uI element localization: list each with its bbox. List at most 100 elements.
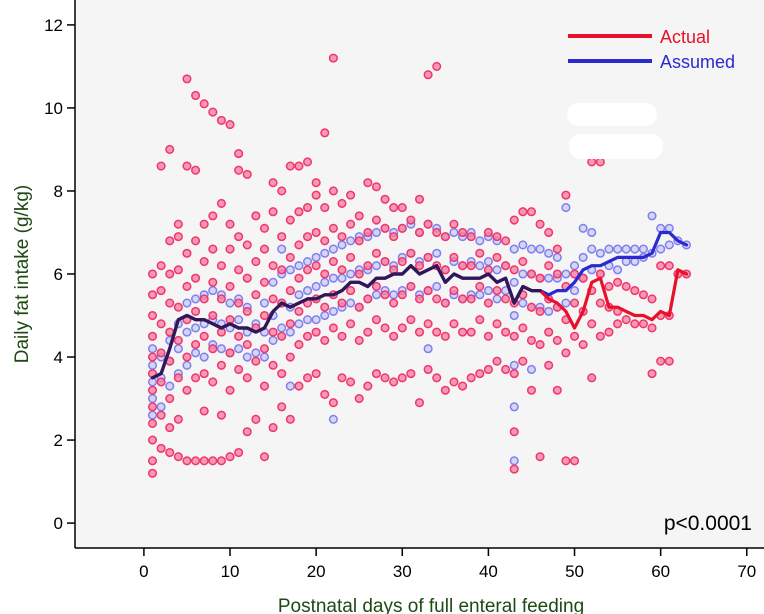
actual-point [311, 327, 321, 337]
actual-point [638, 290, 648, 300]
actual-point [156, 410, 166, 420]
x-tick-label: 60 [651, 562, 670, 581]
actual-point [302, 232, 313, 242]
assumed-point [234, 344, 244, 354]
y-ticks: 0 2 4 6 8 10 12 [44, 16, 75, 533]
actual-point [156, 443, 166, 453]
actual-point [328, 398, 338, 408]
actual-point [182, 74, 192, 84]
actual-point [277, 186, 287, 196]
actual-point [302, 157, 313, 167]
assumed-point [320, 277, 330, 287]
x-axis-title: Postnatal days of full enteral feeding [278, 596, 584, 614]
actual-point [216, 115, 226, 125]
assumed-point [191, 348, 201, 358]
assumed-point [147, 360, 158, 370]
actual-point [147, 468, 158, 478]
mean-lines-layer [150, 230, 689, 380]
assumed-point [423, 344, 433, 354]
actual-point [492, 356, 502, 366]
x-tick-label: 30 [393, 562, 412, 581]
actual-point [216, 294, 226, 304]
actual-point [561, 348, 571, 358]
actual-point [380, 256, 390, 267]
actual-point [354, 393, 364, 404]
actual-point [234, 265, 244, 275]
actual-point [234, 149, 244, 159]
actual-point [552, 335, 562, 345]
y-axis-title: Daily fat intake (g/kg) [12, 185, 33, 363]
actual-point [414, 227, 425, 238]
actual-point [268, 178, 278, 188]
actual-point [242, 240, 252, 250]
actual-point [440, 232, 450, 242]
actual-point [604, 327, 614, 337]
assumed-point [475, 261, 485, 271]
actual-point [363, 294, 373, 304]
assumed-point [346, 236, 356, 246]
assumed-point [268, 277, 278, 287]
actual-point [173, 302, 183, 312]
assumed-point [569, 261, 580, 271]
actual-point [397, 323, 407, 333]
assumed-point [656, 244, 666, 254]
actual-point [440, 298, 450, 308]
actual-point [259, 310, 270, 321]
actual-point [182, 281, 192, 292]
actual-point [492, 286, 502, 296]
y-tick-label: 8 [54, 182, 63, 201]
actual-point [587, 157, 597, 167]
assumed-point [285, 381, 295, 391]
assumed-point [311, 281, 321, 292]
actual-point [647, 323, 657, 333]
actual-point [647, 369, 657, 379]
actual-point [208, 244, 218, 254]
assumed-point [509, 277, 519, 287]
actual-point [234, 331, 244, 341]
actual-point [216, 410, 226, 420]
actual-point [466, 261, 476, 271]
actual-point [173, 219, 183, 229]
actual-point [449, 286, 459, 296]
actual-point [147, 402, 158, 412]
actual-point [182, 161, 192, 171]
actual-point [501, 327, 511, 337]
actual-point [294, 306, 304, 316]
assumed-point [302, 315, 313, 325]
actual-point [458, 327, 468, 337]
actual-point [423, 70, 433, 80]
actual-point [389, 298, 399, 308]
actual-point [664, 261, 674, 271]
assumed-point [389, 290, 399, 300]
actual-point [225, 281, 235, 292]
actual-point [509, 331, 519, 341]
assumed-point [294, 319, 304, 329]
actual-point [509, 369, 519, 379]
actual-point [337, 373, 347, 383]
actual-point [354, 335, 364, 345]
legend-assumed-label: Assumed [660, 52, 735, 72]
actual-point [518, 207, 528, 217]
actual-point [173, 265, 183, 275]
actual-point [259, 244, 270, 254]
actual-point [285, 352, 295, 362]
assumed-point [328, 244, 338, 254]
actual-point [242, 169, 252, 179]
actual-point [328, 256, 338, 267]
actual-point [440, 331, 450, 341]
actual-point [587, 373, 597, 383]
actual-point [199, 331, 209, 341]
actual-point [458, 227, 468, 238]
actual-point [432, 227, 442, 238]
assumed-point [182, 298, 192, 308]
assumed-point [147, 393, 158, 404]
assumed-point [311, 252, 321, 262]
actual-point [156, 161, 166, 171]
actual-point [380, 223, 390, 233]
actual-point [544, 360, 554, 370]
actual-point [656, 356, 666, 366]
assumed-point [328, 273, 338, 283]
assumed-point [320, 248, 330, 258]
actual-point [354, 269, 364, 279]
